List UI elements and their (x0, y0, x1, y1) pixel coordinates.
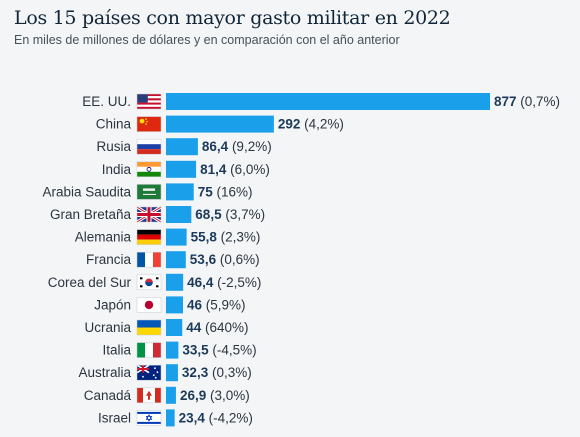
category-label: Japón (94, 297, 131, 312)
category-label: Australia (78, 365, 131, 380)
value-label: 68,5 (3,7%) (195, 207, 265, 222)
bar (166, 386, 176, 404)
bar (166, 183, 194, 201)
category-label: Canadá (84, 388, 132, 403)
value-label: 32,3 (0,3%) (182, 365, 252, 380)
bar-row: Francia 53,6 (0,6%) (86, 251, 260, 269)
flag-au-icon (136, 364, 162, 381)
value-label: 81,4 (6,0%) (200, 162, 270, 177)
category-label: Francia (86, 252, 132, 267)
bar (166, 296, 183, 314)
bar-row: Gran Bretaña 68,5 (3,7%) (50, 205, 265, 224)
value-label: 44 (640%) (186, 320, 248, 335)
bar-row: EE. UU. 877 (0,7%) (82, 93, 560, 110)
bar-row: Arabia Saudita 75 (16%) (42, 183, 253, 201)
category-label: EE. UU. (82, 94, 131, 109)
bar (166, 115, 274, 133)
value-label: 33,5 (-4,5%) (182, 343, 256, 358)
bar (166, 138, 198, 156)
bar (166, 251, 186, 269)
bar (166, 228, 187, 246)
flag-de-icon (136, 229, 162, 245)
category-label: Alemania (75, 230, 132, 245)
category-label: Ucrania (84, 320, 131, 335)
flag-ua-icon (136, 319, 162, 336)
value-label: 55,8 (2,3%) (191, 230, 261, 245)
flag-kr-icon (136, 274, 162, 291)
bar (166, 93, 490, 110)
value-label: 292 (4,2%) (278, 117, 344, 132)
bar-row: China 292 (4,2%) (96, 115, 344, 133)
bar (166, 409, 175, 427)
flag-gb-icon (136, 205, 162, 224)
bar (166, 206, 192, 223)
category-label: India (102, 162, 132, 177)
bar-row: Canadá 26,9 (3,0%) (84, 386, 250, 404)
category-label: Arabia Saudita (42, 184, 131, 199)
value-label: 75 (16%) (198, 184, 253, 199)
chart-subtitle: En miles de millones de dólares y en com… (14, 33, 400, 47)
bar-row: Rusia 86,4 (9,2%) (96, 138, 272, 156)
value-label: 877 (0,7%) (494, 94, 560, 109)
bar (166, 273, 184, 291)
bar-row: Australia 32,3 (0,3%) (78, 364, 252, 382)
category-label: Italia (102, 343, 131, 358)
category-label: Rusia (96, 139, 131, 154)
flag-fr-icon (136, 251, 162, 268)
bar-row: India 81,4 (6,0%) (102, 160, 270, 178)
bar (166, 319, 183, 336)
flag-cn-icon (136, 116, 162, 132)
bar (166, 364, 178, 382)
chart-title: Los 15 países con mayor gasto militar en… (14, 7, 451, 29)
value-label: 23,4 (-4,2%) (179, 410, 253, 425)
flag-us-icon (136, 93, 162, 110)
flag-jp-icon (136, 297, 162, 313)
category-label: Corea del Sur (48, 275, 132, 290)
flag-sa-icon (136, 184, 162, 200)
flag-it-icon (136, 342, 162, 358)
value-label: 26,9 (3,0%) (180, 388, 250, 403)
category-label: China (96, 117, 132, 132)
value-label: 46,4 (-2,5%) (187, 275, 261, 290)
value-label: 46 (5,9%) (187, 297, 246, 312)
bar (166, 341, 179, 359)
value-label: 86,4 (9,2%) (202, 139, 272, 154)
bar-row: Ucrania 44 (640%) (84, 319, 249, 336)
flag-ru-icon (136, 138, 162, 155)
flag-ca-icon (136, 387, 162, 404)
bar-row: Japón 46 (5,9%) (94, 296, 246, 314)
category-label: Gran Bretaña (50, 207, 132, 222)
flag-in-icon (136, 161, 162, 178)
bar-row: Alemania 55,8 (2,3%) (75, 228, 261, 246)
bar-row: Israel 23,4 (-4,2%) (98, 409, 253, 427)
bar (166, 160, 197, 178)
category-label: Israel (98, 410, 131, 425)
bar-row: Corea del Sur 46,4 (-2,5%) (48, 273, 261, 291)
bar-row: Italia 33,5 (-4,5%) (102, 341, 257, 359)
flag-il-icon (136, 410, 162, 426)
value-label: 53,6 (0,6%) (190, 252, 260, 267)
